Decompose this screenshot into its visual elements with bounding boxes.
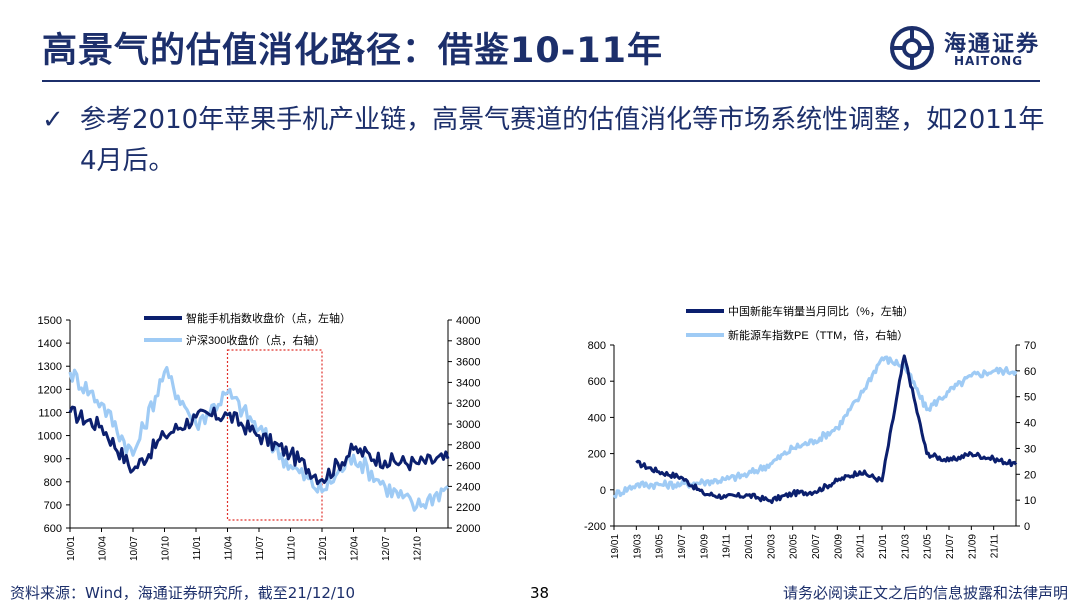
y-left-tick-label: 200 [588,449,606,461]
page-number: 38 [530,584,550,602]
y-right-tick-label: 20 [1024,469,1036,481]
y-right-tick-label: 3800 [456,336,480,348]
y-right-tick-label: 3200 [456,398,480,410]
checkmark-icon: ✓ [42,105,64,135]
x-tick-label: 19/05 [655,534,666,559]
y-left-tick-label: 600 [44,523,62,535]
x-tick-label: 19/03 [632,534,643,559]
x-tick-label: 11/10 [287,536,298,561]
bullet-text: 参考2010年苹果手机产业链，高景气赛道的估值消化等市场系统性调整，如2011年… [80,105,1045,176]
x-tick-label: 11/01 [192,536,203,561]
y-left-tick-label: 800 [588,340,606,352]
y-left-tick-label: 600 [588,376,606,388]
y-left-tick-label: -200 [584,521,606,533]
y-left-tick-label: 1000 [38,431,62,443]
y-right-tick-label: 4000 [456,315,480,327]
x-tick-label: 10/10 [161,536,172,561]
logo-en-text: HAITONG [954,54,1024,68]
y-right-tick-label: 2000 [456,523,480,535]
y-left-tick-label: 900 [44,454,62,466]
y-right-tick-label: 2800 [456,440,480,452]
logo-cn-text: 海通证券 [944,31,1041,57]
footer-source: 资料来源：Wind，海通证券研究所，截至21/12/10 [10,584,356,602]
x-tick-label: 12/10 [413,536,424,561]
footer-disclaimer: 请务必阅读正文之后的信息披露和法律声明 [782,584,1068,602]
x-tick-label: 10/04 [98,536,109,561]
y-right-tick-label: 30 [1024,443,1036,455]
series-line-2 [612,355,1018,499]
x-tick-label: 20/03 [766,534,777,559]
x-tick-label: 21/09 [967,534,978,559]
highlight-box [226,349,323,521]
y-left-tick-label: 1300 [38,361,62,373]
y-left-tick-label: 700 [44,500,62,512]
series-line-1 [68,405,450,486]
x-tick-label: 19/01 [610,534,621,559]
x-tick-label: 19/07 [677,534,688,559]
y-left-tick-label: 400 [588,412,606,424]
chart-smartphone-vs-hs300: 600 700 800 900 1000 1100 1200 1300 1400 1500 2000… [38,311,481,561]
y-left-tick-label: 800 [44,477,62,489]
x-tick-label: 21/03 [900,534,911,559]
y-right-tick-label: 2200 [456,502,480,514]
x-tick-label: 12/01 [318,536,329,561]
y-right-tick-label: 60 [1024,366,1036,378]
haitong-emblem-icon [890,26,934,70]
chart-nev-sales-vs-pe: -200 0 200 400 600 800 0 10 20 30 40 50 60 70 19/01 19/… [584,304,1036,559]
x-tick-label: 21/01 [878,534,889,559]
y-left-tick-label: 1400 [38,338,62,350]
x-tick-label: 20/05 [789,534,800,559]
y-left-tick-label: 0 [600,485,606,497]
x-tick-label: 10/07 [129,536,140,561]
legend-label: 沪深300收盘价（点，右轴） [186,333,325,347]
y-left-tick-label: 1500 [38,315,62,327]
x-tick-label: 12/04 [350,536,361,561]
haitong-logo: 海通证券 HAITONG [888,24,1058,74]
x-tick-label: 21/05 [923,534,934,559]
x-tick-label: 21/07 [945,534,956,559]
x-tick-label: 19/11 [722,534,733,559]
y-right-tick-label: 3000 [456,419,480,431]
y-right-tick-label: 3600 [456,357,480,369]
y-left-tick-label: 1100 [38,407,62,419]
y-right-tick-label: 40 [1024,418,1036,430]
y-right-tick-label: 50 [1024,392,1036,404]
x-tick-label: 20/11 [856,534,867,559]
x-tick-label: 20/07 [811,534,822,559]
x-tick-label: 11/07 [255,536,266,561]
y-right-tick-label: 2600 [456,461,480,473]
page-title: 高景气的估值消化路径：借鉴10-11年 [42,31,663,71]
x-tick-label: 21/11 [990,534,1001,559]
legend-label: 新能源车指数PE（TTM，倍，右轴） [728,328,908,342]
x-tick-label: 11/04 [224,536,235,561]
title-divider [42,80,1040,82]
x-tick-label: 10/01 [66,536,77,561]
x-tick-label: 19/09 [699,534,710,559]
y-right-tick-label: 2400 [456,481,480,493]
y-left-tick-label: 1200 [38,384,62,396]
series-line-1 [635,354,1018,504]
x-tick-label: 20/01 [744,534,755,559]
legend-label: 中国新能车销量当月同比（%，左轴） [728,304,914,318]
x-tick-label: 20/09 [833,534,844,559]
legend-label: 智能手机指数收盘价（点，左轴） [186,311,351,325]
x-tick-label: 12/07 [381,536,392,561]
series-line-2 [68,366,449,512]
y-right-tick-label: 3400 [456,377,480,389]
y-right-tick-label: 10 [1024,495,1036,507]
y-right-tick-label: 70 [1024,340,1036,352]
y-right-tick-label: 0 [1024,521,1030,533]
